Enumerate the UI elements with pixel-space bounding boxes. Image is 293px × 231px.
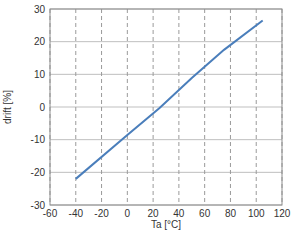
x-grid [178,9,179,205]
y-tick-label: 20 [34,36,46,47]
y-tick-label: 10 [34,69,46,80]
y-grid [50,74,282,75]
x-grid [256,9,257,205]
x-tick-label: 40 [173,208,185,219]
x-tick-label: -40 [69,208,84,219]
series-group [76,20,263,178]
series-line [76,20,263,178]
x-tick-label: 0 [125,208,131,219]
x-tick-label: 80 [225,208,237,219]
x-grid [127,9,128,205]
x-tick-label: 100 [248,208,265,219]
x-tick-label: 60 [199,208,211,219]
plot-frame [50,9,282,205]
x-grid [75,9,76,205]
x-axis-label: Ta [°C] [151,219,181,230]
y-tick-label: 0 [39,102,45,113]
x-grid [230,9,231,205]
x-grid [101,9,102,205]
chart: -30-20-100102030-60-40-20020406080100120… [0,0,293,231]
x-grid [204,9,205,205]
y-grid [50,41,282,42]
y-tick-label: 30 [34,4,46,15]
y-grid [50,107,282,108]
x-tick-label: -60 [43,208,58,219]
x-grid [153,9,154,205]
y-tick-label: -10 [31,134,46,145]
x-tick-label: -20 [94,208,109,219]
x-tick-label: 120 [274,208,291,219]
y-axis-label: drift [%] [2,90,13,124]
x-tick-label: 20 [148,208,160,219]
y-grid [50,139,282,140]
y-tick-label: -20 [31,167,46,178]
